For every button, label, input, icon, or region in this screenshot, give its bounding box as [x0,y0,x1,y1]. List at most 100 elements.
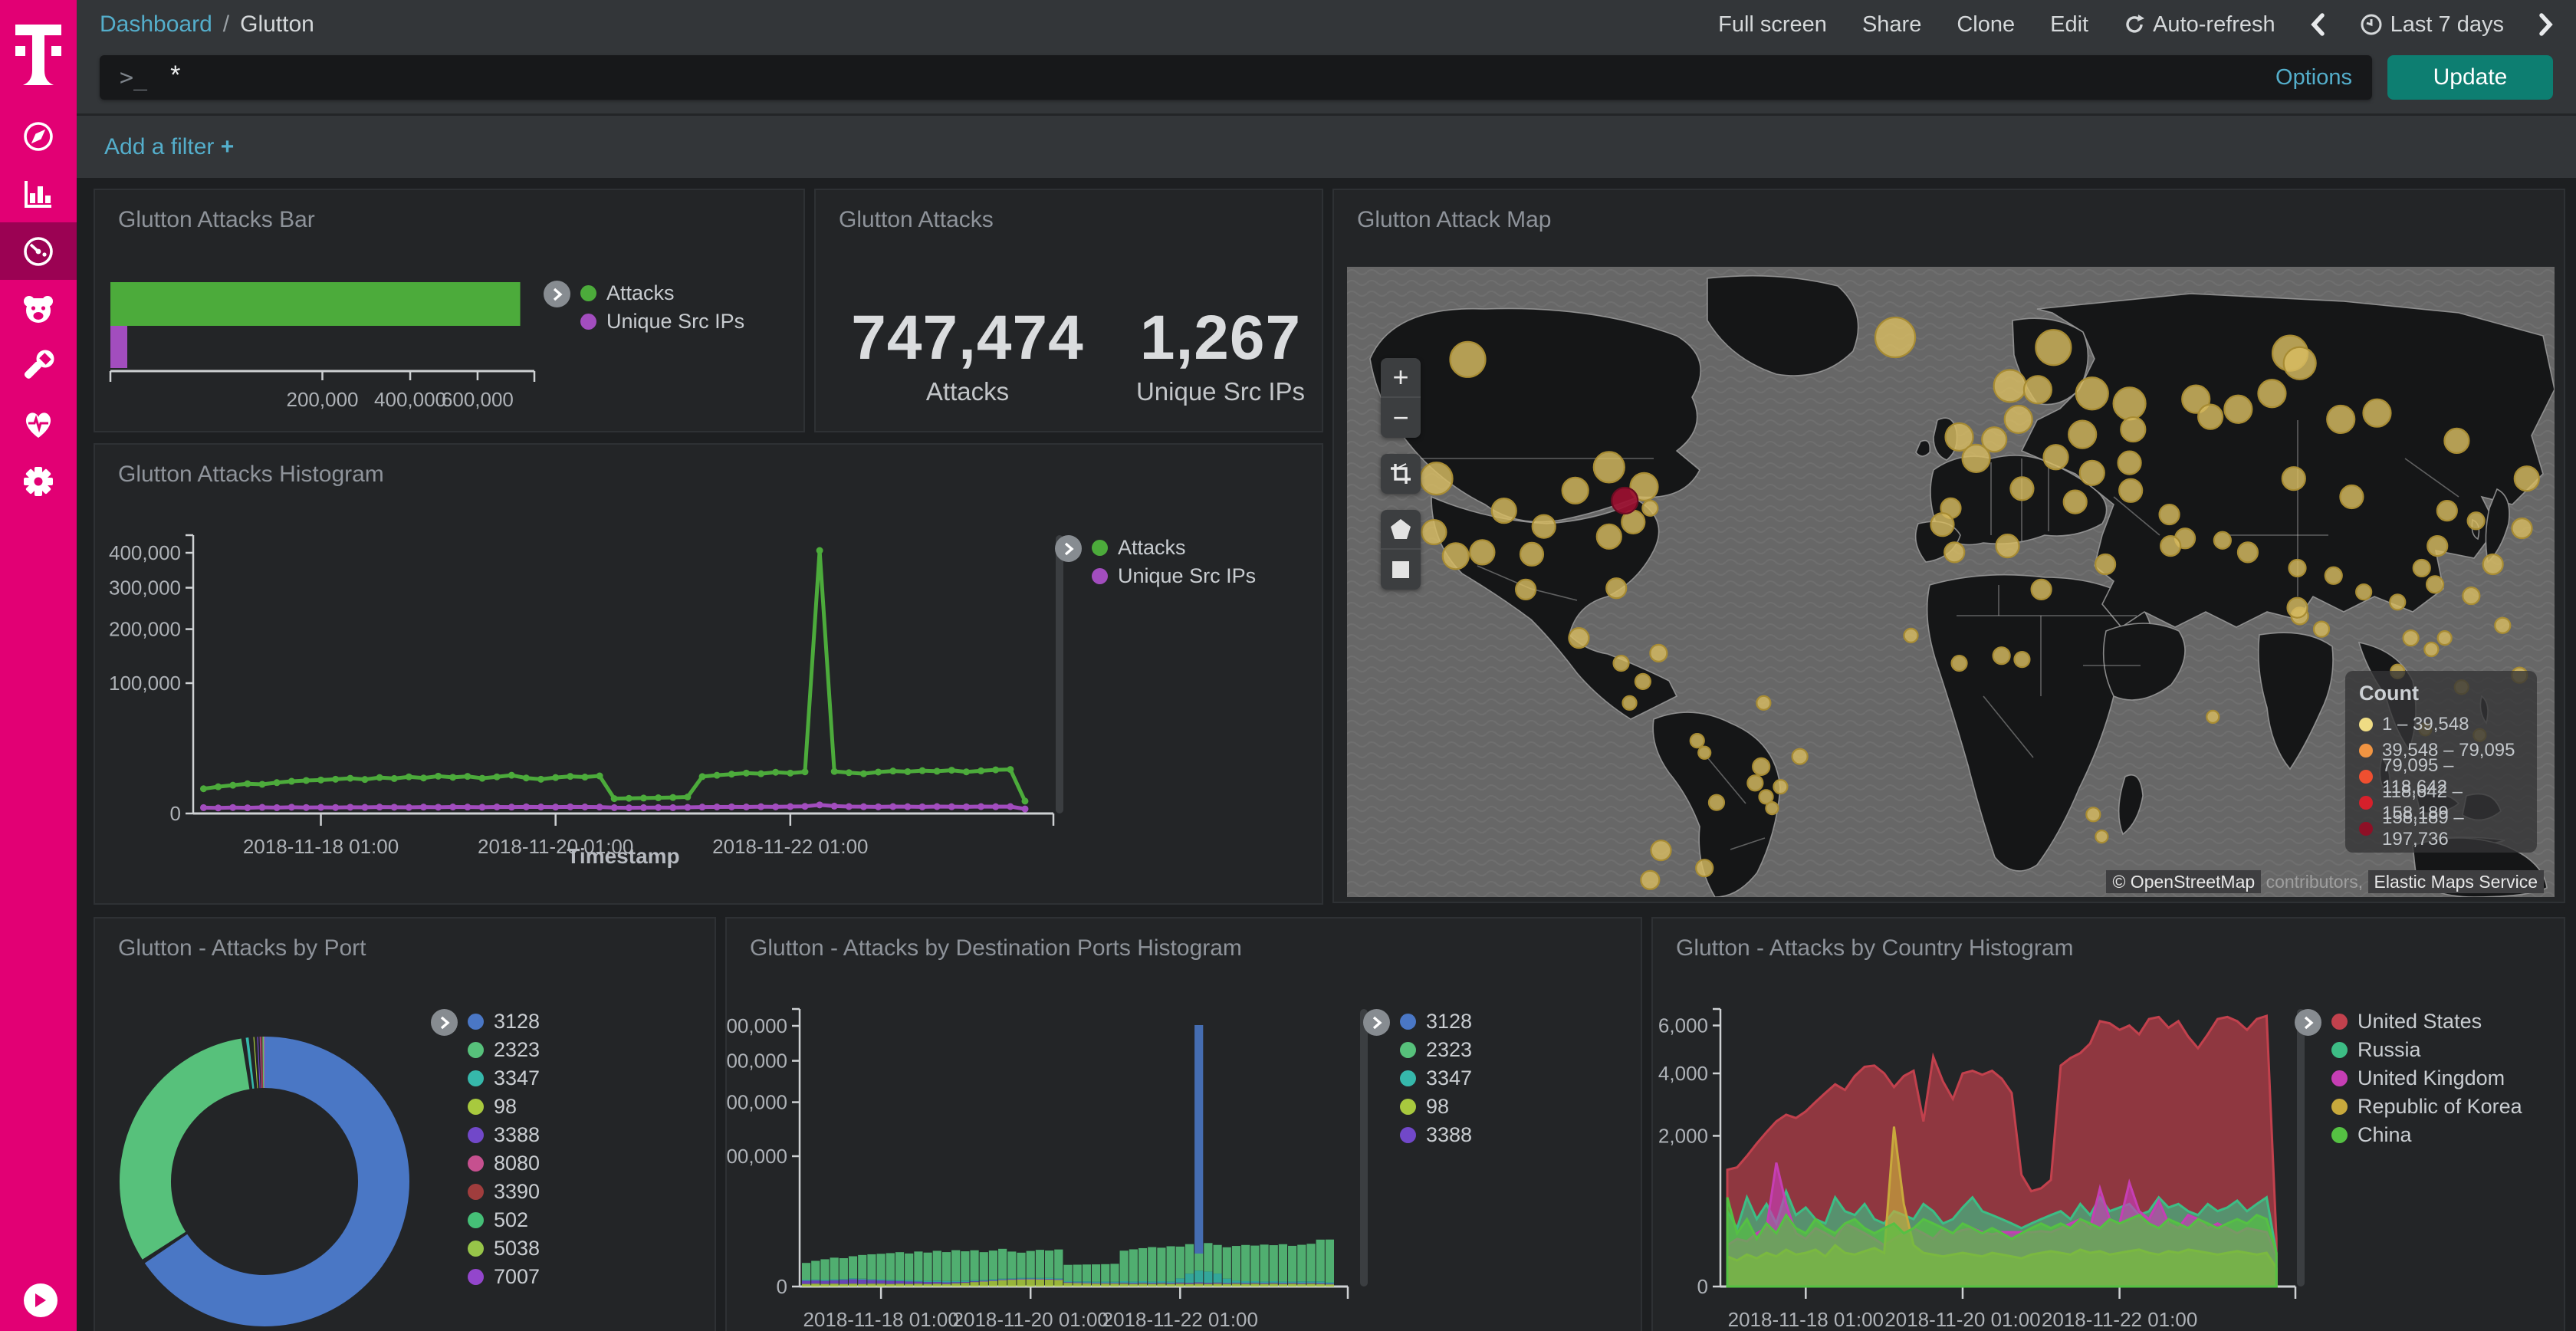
legend-item-8080[interactable]: 8080 [468,1149,540,1178]
dest-ports-histogram-chart[interactable]: 0100,000200,000300,000400,0002018-11-18 … [727,919,1641,1331]
add-filter-link[interactable]: Add a filter + [104,134,234,160]
legend-color-dot [2359,822,2373,836]
legend-item-5038[interactable]: 5038 [468,1234,540,1263]
legend-item-republic-of-korea[interactable]: Republic of Korea [2331,1093,2522,1121]
legend-item-unique-src-ips[interactable]: Unique Src IPs [1092,562,1256,590]
bar-chart-icon [21,176,56,212]
refresh-icon [2124,14,2145,35]
legend-item-2323[interactable]: 2323 [1400,1036,1472,1064]
legend-item-china[interactable]: China [2331,1121,2522,1149]
svg-text:100,000: 100,000 [109,672,181,695]
breadcrumb-current: Glutton [240,12,314,38]
legend-divider[interactable] [1056,535,1063,813]
fullscreen-button[interactable]: Full screen [1718,12,1827,38]
legend-item-3128[interactable]: 3128 [468,1007,540,1036]
legend-item-502[interactable]: 502 [468,1206,540,1234]
map-legend-title: Count [2359,682,2523,705]
world-map[interactable]: + − Count 1 – 39,54839,548 – 79,09579,09… [1347,267,2555,897]
sidebar-item-discover[interactable] [0,107,77,165]
legend-color-dot [2331,1070,2348,1086]
svg-text:2018-11-18 01:00: 2018-11-18 01:00 [1728,1308,1884,1331]
collapse-sidebar-button[interactable] [24,1283,58,1317]
share-button[interactable]: Share [1862,12,1921,38]
legend-color-dot [580,314,596,330]
wrench-icon [21,349,56,384]
metric-unique-ips: 1,267 Unique Src IPs [1119,302,1322,406]
legend-toggle-chevron-icon[interactable] [1055,535,1082,562]
legend-item-united-states[interactable]: United States [2331,1007,2522,1036]
panel-title: Glutton Attacks [839,207,994,233]
chart-legend: 3128232333479833888080339050250387007 [468,1007,540,1291]
sidebar-nav [0,107,77,510]
legend-item-3347[interactable]: 3347 [468,1064,540,1093]
legend-item-7007[interactable]: 7007 [468,1263,540,1291]
chart-legend: AttacksUnique Src IPs [1092,534,1256,590]
legend-item-3128[interactable]: 3128 [1400,1007,1472,1036]
compass-icon [21,119,56,154]
map-fit-bounds-button[interactable] [1381,454,1421,494]
legend-item-2323[interactable]: 2323 [468,1036,540,1064]
legend-item-attacks[interactable]: Attacks [580,279,744,307]
svg-text:400,000: 400,000 [727,1014,787,1037]
attacks-histogram-chart[interactable]: 0100,000200,000300,000400,0002018-11-18 … [95,445,1322,903]
legend-item-3388[interactable]: 3388 [468,1121,540,1149]
legend-color-dot [468,1014,484,1030]
legend-color-dot [1400,1042,1416,1058]
legend-item-98[interactable]: 98 [468,1093,540,1121]
search-input[interactable]: >_ * Options [100,55,2372,100]
options-link[interactable]: Options [2275,65,2352,90]
sidebar-item-dev-tools[interactable] [0,337,77,395]
app-sidebar [0,0,77,1331]
query-bar: >_ * Options Update [77,49,2576,113]
legend-item-3390[interactable]: 3390 [468,1178,540,1206]
sidebar-item-monitoring[interactable] [0,395,77,452]
legend-color-dot [1092,540,1108,556]
legend-item-united-kingdom[interactable]: United Kingdom [2331,1064,2522,1093]
breadcrumb: Dashboard / Glutton [100,12,314,38]
clock-icon [2360,13,2383,36]
port-donut-chart[interactable] [95,919,715,1331]
breadcrumb-dashboard-link[interactable]: Dashboard [100,12,212,38]
update-button[interactable]: Update [2387,55,2553,100]
query-prompt-icon: >_ [120,64,147,91]
auto-refresh-button[interactable]: Auto-refresh [2124,12,2275,38]
legend-divider[interactable] [2297,1009,2305,1287]
edit-button[interactable]: Edit [2050,12,2088,38]
ems-link[interactable]: Elastic Maps Service [2368,870,2544,893]
sidebar-item-management[interactable] [0,452,77,510]
osm-link[interactable]: © OpenStreetMap [2106,870,2261,893]
legend-toggle-chevron-icon[interactable] [431,1009,458,1036]
svg-text:300,000: 300,000 [727,1050,787,1073]
legend-item-unique-src-ips[interactable]: Unique Src IPs [580,307,744,336]
map-draw-polygon-button[interactable] [1381,510,1421,550]
sidebar-item-dashboard[interactable] [0,222,77,280]
svg-text:2,000: 2,000 [1658,1124,1708,1147]
map-zoom-out-button[interactable]: − [1381,398,1421,438]
query-value: * [170,61,180,90]
legend-divider[interactable] [1360,1009,1368,1287]
time-prev-button[interactable] [2311,13,2325,36]
chart-legend: 312823233347983388 [1400,1007,1472,1149]
legend-item-russia[interactable]: Russia [2331,1036,2522,1064]
map-draw-rectangle-button[interactable] [1381,550,1421,590]
legend-toggle-chevron-icon[interactable] [1363,1009,1390,1036]
sidebar-item-visualize[interactable] [0,165,77,222]
legend-color-dot [1400,1014,1416,1030]
sidebar-item-timelion[interactable] [0,280,77,337]
legend-item-98[interactable]: 98 [1400,1093,1472,1121]
time-next-button[interactable] [2539,13,2553,36]
clone-button[interactable]: Clone [1957,12,2015,38]
panel-attacks-by-port: Glutton - Attacks by Port 31282323334798… [94,917,716,1331]
legend-item-attacks[interactable]: Attacks [1092,534,1256,562]
legend-color-dot [2331,1014,2348,1030]
legend-color-dot [468,1269,484,1285]
crop-icon [1389,462,1412,485]
legend-toggle-chevron-icon[interactable] [544,281,570,307]
map-zoom-in-button[interactable]: + [1381,358,1421,398]
legend-item-3347[interactable]: 3347 [1400,1064,1472,1093]
legend-toggle-chevron-icon[interactable] [2295,1009,2321,1036]
time-picker-button[interactable]: Last 7 days [2360,12,2504,38]
panel-title: Glutton Attack Map [1357,207,1551,233]
svg-text:Timestamp: Timestamp [567,844,679,868]
legend-item-3388[interactable]: 3388 [1400,1121,1472,1149]
